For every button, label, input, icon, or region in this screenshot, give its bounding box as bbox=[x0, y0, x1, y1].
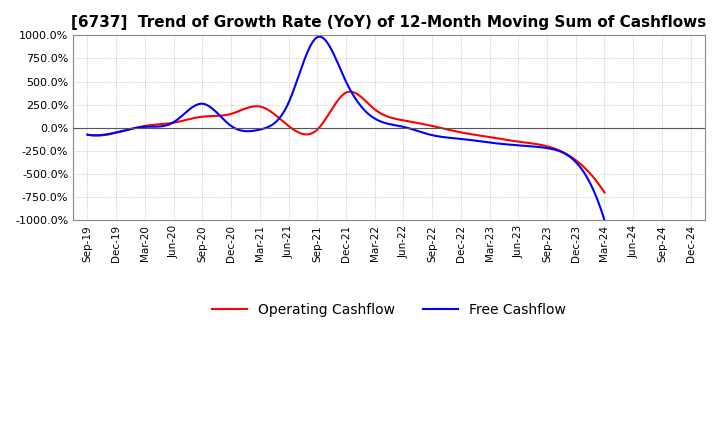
Operating Cashflow bbox=[251, 103, 260, 109]
Free Cashflow bbox=[600, 217, 609, 223]
Free Cashflow bbox=[145, 124, 154, 129]
Operating Cashflow bbox=[288, 126, 297, 131]
Operating Cashflow bbox=[410, 120, 418, 125]
Operating Cashflow bbox=[145, 123, 154, 128]
Operating Cashflow bbox=[458, 130, 467, 135]
Free Cashflow bbox=[458, 136, 467, 142]
Free Cashflow bbox=[460, 137, 469, 142]
Operating Cashflow bbox=[346, 89, 355, 94]
Title: [6737]  Trend of Growth Rate (YoY) of 12-Month Moving Sum of Cashflows: [6737] Trend of Growth Rate (YoY) of 12-… bbox=[71, 15, 707, 30]
Operating Cashflow bbox=[460, 130, 469, 136]
Free Cashflow bbox=[288, 91, 297, 96]
Free Cashflow bbox=[83, 132, 91, 137]
Legend: Operating Cashflow, Free Cashflow: Operating Cashflow, Free Cashflow bbox=[207, 297, 571, 323]
Free Cashflow bbox=[410, 127, 418, 132]
Operating Cashflow bbox=[600, 190, 609, 195]
Line: Operating Cashflow: Operating Cashflow bbox=[87, 92, 605, 192]
Free Cashflow bbox=[315, 34, 324, 39]
Operating Cashflow bbox=[83, 132, 91, 137]
Free Cashflow bbox=[251, 128, 260, 133]
Line: Free Cashflow: Free Cashflow bbox=[87, 37, 605, 220]
